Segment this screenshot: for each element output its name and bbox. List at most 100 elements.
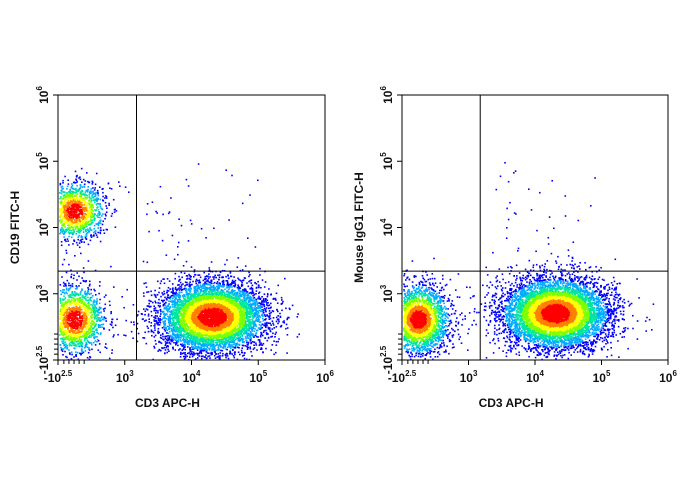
event-dot [86,321,89,324]
event-dot [92,330,95,333]
event-dot [74,216,77,218]
event-dot [232,320,235,322]
event-dot [87,330,89,332]
event-dot [67,322,69,325]
event-dot [262,304,264,306]
event-dot [61,320,63,322]
event-dot [81,193,83,195]
event-dot [80,320,83,323]
event-dot [177,288,179,290]
event-dot [78,340,81,342]
event-dot [275,344,278,346]
event-dot [78,297,80,300]
event-dot [69,353,71,355]
event-dot [260,331,262,334]
event-dot [162,310,165,313]
plot-panel-cd19: -102.5 103 104 105 106-102.5103104105106CD3 … [8,86,334,410]
event-dot [62,182,64,184]
event-dot [65,228,68,230]
event-dot [65,288,68,290]
event-dot [69,216,71,219]
event-dot [84,206,86,209]
event-dot [65,309,68,311]
event-dot [63,218,66,220]
event-dot [81,335,83,338]
event-dot [68,338,70,341]
event-dot [82,199,85,201]
event-dot [239,320,242,322]
event-dot [79,332,81,334]
event-dot [92,187,94,189]
event-dot [72,228,74,231]
event-dot [59,329,61,332]
event-dot [64,213,66,215]
event-dot [93,214,96,216]
event-dot [71,224,74,226]
event-dot [76,292,79,295]
event-dot [90,198,93,200]
event-dot [86,335,88,338]
event-dot [87,260,90,262]
event-dot [92,320,95,323]
event-dot [191,343,194,346]
event-dot [79,221,82,224]
event-dot [68,231,70,233]
event-dot [63,316,66,319]
event-dot [65,315,68,317]
event-dot [89,298,91,300]
event-dot [153,347,156,349]
event-dot [97,332,100,335]
event-dot [63,223,65,225]
event-dot [59,219,61,221]
event-dot [70,276,72,278]
event-dot [211,292,214,294]
event-dot [64,309,67,312]
event-dot [243,308,245,310]
event-dot [70,315,72,317]
event-dot [78,216,81,218]
event-dot [80,306,83,309]
event-dot [78,322,80,324]
event-dot [142,292,145,294]
event-dot [74,294,77,297]
event-dot [78,177,80,179]
event-dot [64,292,66,295]
event-dot [172,294,174,297]
event-dot [86,172,88,174]
event-dot [61,311,63,314]
event-dot [81,298,84,301]
event-dot [97,194,100,197]
event-dot [223,291,225,294]
event-dot [66,315,69,317]
event-dot [222,298,225,300]
event-dot [80,321,82,324]
event-dot [83,185,85,188]
event-dot [90,308,93,311]
event-dot [85,222,87,224]
event-dot [253,334,256,337]
event-dot [79,192,81,195]
event-dot [64,328,66,331]
event-dot [76,193,79,195]
event-dot [65,343,67,345]
event-dot [92,308,95,310]
event-dot [77,309,80,312]
event-dot [95,307,98,309]
event-dot [249,347,252,350]
event-dot [234,353,236,356]
event-dot [73,294,75,296]
event-dot [178,289,181,291]
event-dot [125,319,127,322]
event-dot [249,301,251,303]
event-dot [67,289,70,292]
event-dot [232,285,235,287]
event-dot [82,296,84,299]
event-dot [61,337,63,340]
event-dot [61,327,64,330]
event-dot [63,333,65,336]
event-dot [157,327,160,330]
event-dot [246,341,248,344]
event-dot [68,315,71,318]
event-dot [68,318,70,321]
event-dot [63,196,66,199]
